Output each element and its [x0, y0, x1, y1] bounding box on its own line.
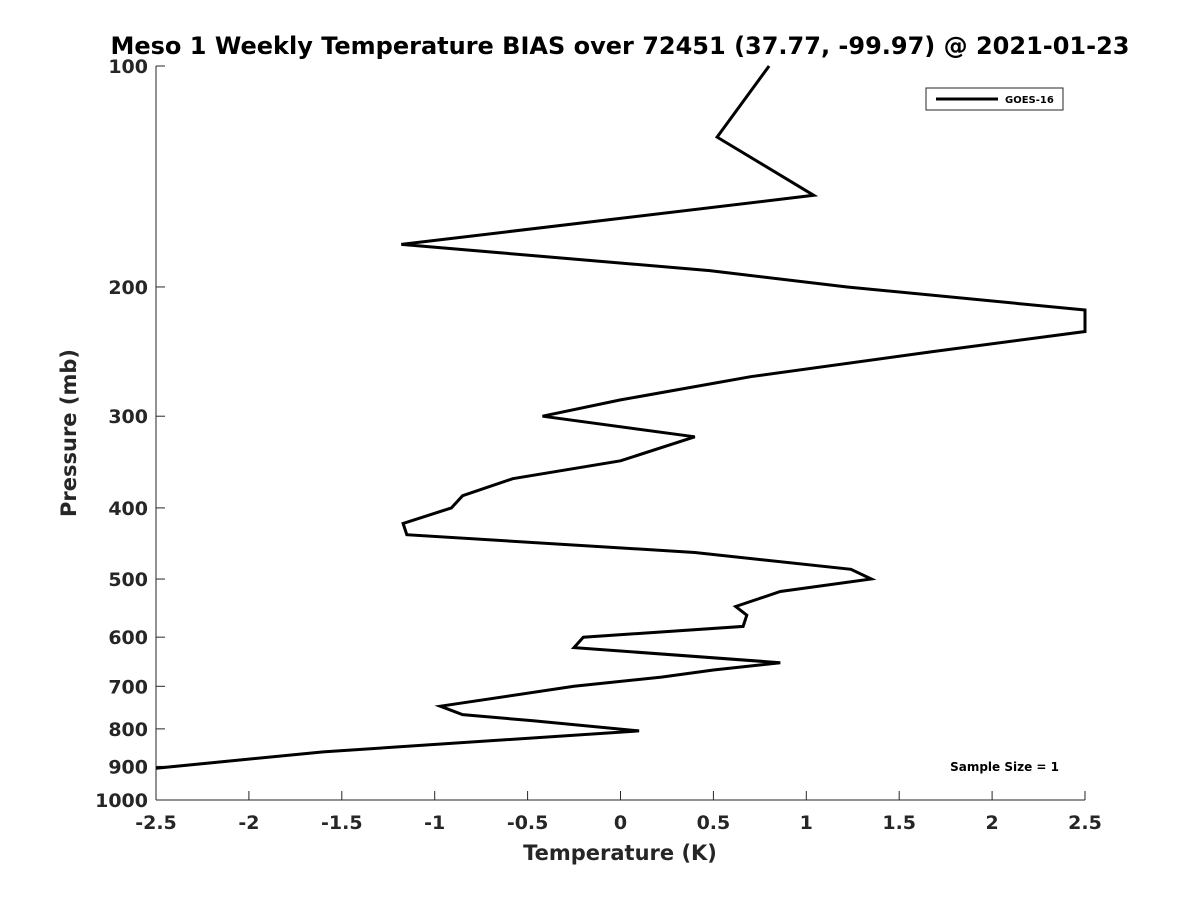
x-tick-label: 0: [614, 812, 627, 834]
x-tick-label: 2.5: [1068, 812, 1102, 834]
x-tick-label: 0.5: [697, 812, 731, 834]
y-tick-label: 100: [108, 56, 148, 78]
y-tick-label: 700: [108, 676, 148, 698]
x-tick-label: -1: [424, 812, 445, 834]
x-tick-label: 1: [800, 812, 813, 834]
y-axis-ticks: 100 200 300 400 500 600 700 800 900 1000: [95, 56, 165, 812]
y-tick-label: 900: [108, 756, 148, 778]
x-tick-label: -0.5: [507, 812, 549, 834]
y-axis-label: Pressure (mb): [57, 349, 81, 517]
y-tick-label: 600: [108, 627, 148, 649]
x-axis-label: Temperature (K): [523, 841, 717, 865]
series-layer: [155, 65, 1087, 770]
legend-entry-goes-16: GOES-16: [1005, 95, 1054, 106]
x-tick-label: -2.5: [135, 812, 177, 834]
x-axis-ticks: -2.5 -2 -1.5 -1 -0.5 0 0.5 1 1.5 2 2.5: [135, 791, 1102, 834]
series-line-goes-16: [155, 65, 1087, 770]
y-tick-label: 300: [108, 406, 148, 428]
y-tick-label: 800: [108, 719, 148, 741]
y-tick-label: 500: [108, 569, 148, 591]
x-tick-label: -2: [238, 812, 259, 834]
x-tick-label: 1.5: [882, 812, 916, 834]
sample-size-annotation: Sample Size = 1: [950, 760, 1059, 774]
y-tick-label: 1000: [95, 790, 148, 812]
legend: GOES-16: [925, 87, 1064, 111]
y-tick-label: 200: [108, 277, 148, 299]
x-tick-label: -1.5: [321, 812, 363, 834]
chart-title: Meso 1 Weekly Temperature BIAS over 7245…: [110, 32, 1129, 60]
plot-axes: [155, 66, 1085, 801]
x-tick-label: 2: [985, 812, 998, 834]
y-tick-label: 400: [108, 498, 148, 520]
